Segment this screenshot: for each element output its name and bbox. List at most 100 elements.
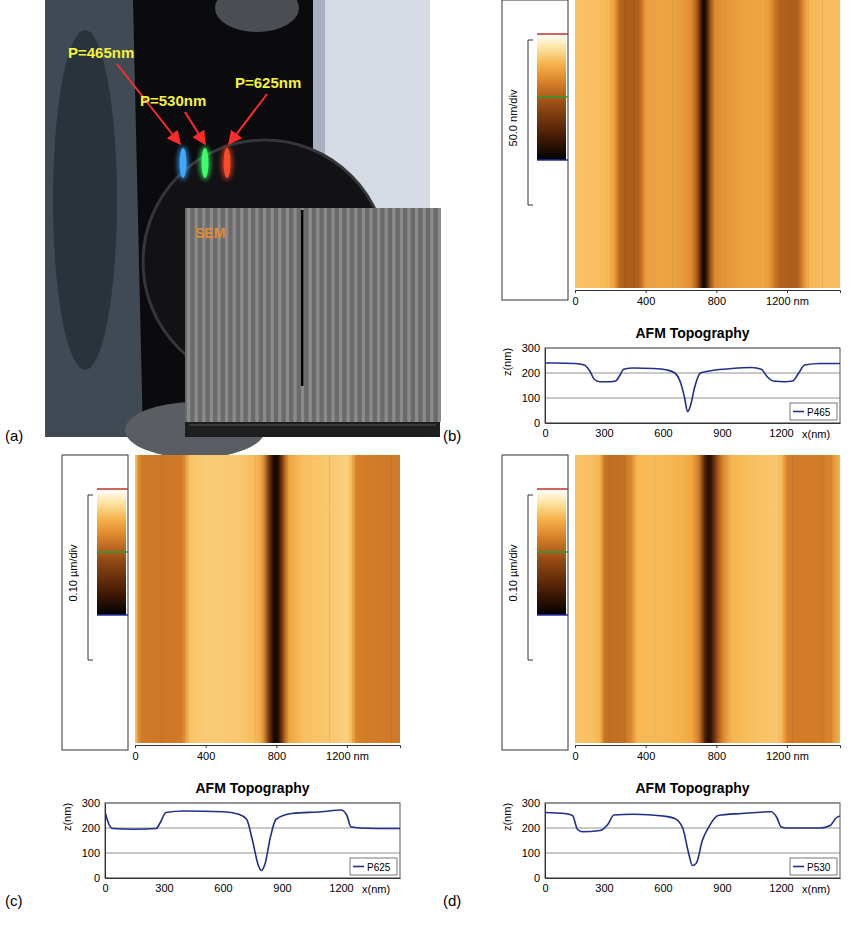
grid-line [545,878,840,879]
axis: 0100200300 [522,342,546,429]
tick-mark [787,290,788,293]
chart-title: AFM Topography [635,780,749,796]
tick: 1200 nm [766,745,809,762]
afm-image-column [655,455,682,743]
grating-glow [199,146,211,180]
axis-line [545,349,546,424]
sem-background [185,208,440,437]
scale-bracket [88,495,89,660]
photo: P=465nmP=530nmP=625nmSEM [45,0,441,458]
photo-top-disc [215,0,299,32]
colorbar-marker [537,159,568,161]
axis: 0100200300 [522,797,546,884]
colorbar-marker [537,488,568,490]
tick: 900 [713,878,731,894]
grid-line [545,373,840,374]
afm-image-column [181,455,185,743]
afm-image-column [769,0,775,288]
grating-glow [221,146,233,180]
afm-image-column [778,455,784,743]
afm-image-column [273,455,276,743]
sem-grating-line [385,208,388,422]
x-axis-title: x(nm) [802,428,830,440]
sem-grating-line [347,208,350,422]
scale-bracket [528,40,529,205]
tick-label: 300 [522,342,540,354]
axis: 03006009001200 [102,878,400,894]
tick: 400 [197,745,215,762]
legend-box [790,858,837,875]
tick-label: 900 [273,882,291,894]
afm-image-column [365,455,392,743]
sem-grating-line [248,208,251,422]
tick: 300 [82,797,105,809]
afm-image-column [639,0,643,288]
afm-image-column [241,455,256,743]
axis-line [136,746,401,749]
afm-image-column [275,455,279,743]
tick: 100 [82,847,105,859]
y-axis-title: z(nm) [61,803,73,831]
tick-label: 100 [82,847,100,859]
tick-label: 0 [102,882,108,894]
sem-grating-line [331,208,334,422]
afm-image-column [708,455,712,743]
afm-image-column [725,0,743,288]
sem-grating-line [271,208,274,422]
afm-image-background [575,455,840,743]
x-axis-title: x(nm) [802,883,830,895]
tick: 0 [132,745,138,762]
sem-grating-line [377,208,380,422]
afm-panel: 50.0 nm/div04008001200 nmAFM Topography0… [501,0,841,440]
tick-label: 300 [82,797,100,809]
afm-image-column [139,455,143,743]
panel-label: (b) [443,427,461,444]
tick: 0 [94,872,105,884]
axis-line [576,746,841,749]
tick: 1200 nm [766,290,809,307]
tick: 800 [268,745,286,762]
y-axis-title: z(nm) [501,348,513,376]
grating-spot [180,148,187,178]
tick: 1200 [769,878,793,894]
afm-image-column [822,455,831,743]
sem-info-bar [185,422,440,437]
sem-grating-line [415,208,418,422]
tick: 200 [82,822,105,834]
sem-grating-line [423,208,426,422]
tick: 0 [102,878,108,894]
colorbar-box [62,455,128,750]
afm-image-column [699,455,705,743]
afm-image-column [722,455,731,743]
legend-label: P625 [367,862,391,873]
afm-image-column [642,0,646,288]
grating-spot [224,148,231,178]
sem-grating-line [233,208,236,422]
tick: 0 [534,417,545,429]
tick-label: 1200 nm [766,750,809,762]
sem-defect [301,210,304,386]
grid-line [545,803,840,804]
sem-grating-line [278,208,281,422]
afm-image-column [792,455,822,743]
profile-line [545,812,840,866]
panel-label: (d) [443,892,461,909]
plot-frame [545,348,840,423]
tick-label: 800 [268,750,286,762]
sem-grating-line [316,208,319,422]
tick-label: 1200 nm [766,295,809,307]
tick: 600 [654,878,672,894]
colorbar-marker [537,96,568,98]
grating-label: P=465nm [68,44,134,61]
legend: P465 [790,403,837,420]
tick-label: 800 [708,750,726,762]
tick: 400 [637,290,655,307]
tick: 300 [595,878,613,894]
plot-marks [545,812,840,866]
afm-image-column [700,0,703,288]
tick-mark [575,745,576,748]
afm-image-column [575,0,584,288]
afm-image-column [704,455,708,743]
afm-image-column [632,455,638,743]
sem-info-line [189,425,436,426]
